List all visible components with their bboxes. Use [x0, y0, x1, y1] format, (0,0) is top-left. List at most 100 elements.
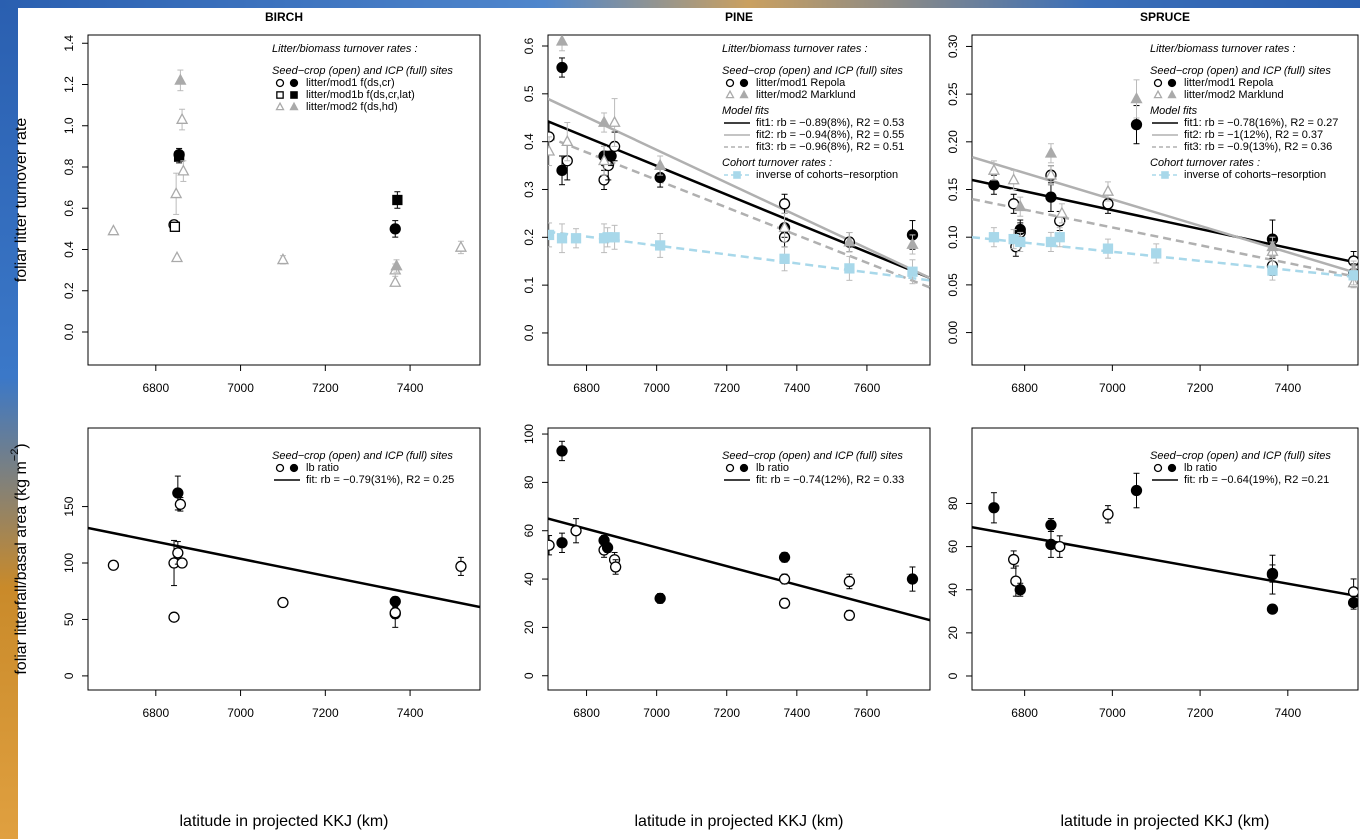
marker: [276, 252, 290, 265]
marker: [289, 463, 299, 473]
y-tick-label: 0.15: [946, 178, 960, 202]
marker: [1101, 184, 1115, 196]
marker: [173, 151, 185, 162]
legend: Litter/biomass turnover rates : Seed−crop…: [272, 43, 453, 113]
marker: [168, 611, 180, 623]
y-tick-label: 0.4: [522, 133, 536, 150]
marker: [739, 463, 749, 473]
marker: [609, 232, 620, 243]
marker: [1130, 484, 1143, 497]
marker: [605, 150, 617, 162]
panel: 6800 7000 7200 7400 7600 0 20 40 60 80 100 latitude…: [522, 424, 931, 830]
x-tick-label: 7400: [1274, 381, 1301, 395]
panel-title: PINE: [725, 10, 753, 24]
marker: [739, 89, 749, 99]
x-tick-label: 6800: [1011, 381, 1038, 395]
plot-area: [972, 79, 1358, 289]
x-tick-label: 7200: [312, 381, 339, 395]
fit-line: [548, 97, 930, 280]
marker: [1007, 173, 1020, 185]
marker: [1347, 586, 1358, 598]
fit-line: [972, 155, 1358, 275]
marker-layer: [548, 440, 919, 621]
legend: Seed−crop (open) and ICP (full) siteslb …: [1150, 450, 1331, 486]
marker: [174, 73, 187, 85]
panel: PINE 6800 7000 7200 7400 7600 0.0 0.1 0.2 0.3 0.4 0…: [522, 10, 931, 395]
marker: [556, 61, 568, 74]
marker: [1102, 243, 1114, 254]
x-tick-label: 6800: [573, 706, 600, 720]
legend-group-title: Seed−crop (open) and ICP (full) sites: [722, 65, 903, 77]
panel: 6800 7000 7200 7400 0 50 100 150 latitude in pro…: [9, 427, 481, 830]
marker: [597, 153, 611, 166]
y-tick-label: 1.2: [62, 76, 76, 93]
x-axis-label: latitude in projected KKJ (km): [635, 813, 844, 830]
y-tick-label: 0.3: [522, 181, 536, 198]
legend-label: litter/mod2 Marklund: [756, 89, 856, 101]
marker: [725, 463, 735, 473]
marker: [174, 498, 187, 510]
fit-line: [88, 526, 480, 609]
marker: [843, 609, 856, 621]
plot-frame: [87, 427, 481, 691]
fit-line: [972, 197, 1358, 279]
legend-label: litter/mod1 Repola: [756, 77, 846, 89]
y-axis-label-text: foliar litterfall/basal area (kg m: [13, 461, 30, 674]
marker: [906, 237, 919, 249]
x-tick-label: 6800: [1011, 706, 1038, 720]
y-tick-label: 0.0: [62, 323, 76, 340]
x-tick-label: 7600: [854, 706, 881, 720]
marker: [1151, 248, 1162, 259]
marker: [608, 115, 621, 127]
plot-frame: [971, 34, 1359, 366]
y-tick-label: 50: [62, 612, 76, 626]
marker-layer: [988, 472, 1358, 615]
y-tick-label: 60: [522, 524, 536, 538]
marker: [843, 575, 856, 588]
marker: [454, 240, 468, 252]
marker: [906, 573, 919, 585]
marker: [988, 232, 1000, 243]
marker: [276, 91, 284, 99]
marker: [1161, 171, 1169, 179]
marker: [289, 101, 299, 111]
y-tick-label: 0.05: [946, 273, 960, 297]
y-tick-label: 0.6: [62, 200, 76, 217]
marker: [1153, 463, 1163, 473]
line-layer: [972, 525, 1358, 598]
marker: [1153, 89, 1163, 99]
legend-label: litter/mod1b f(ds,cr,lat): [306, 89, 415, 101]
marker: [1266, 239, 1279, 252]
legend-item: lb ratio: [725, 462, 789, 474]
marker: [1045, 519, 1057, 531]
marker: [389, 607, 401, 619]
marker: [275, 101, 285, 111]
marker: [1153, 78, 1163, 88]
y-tick-label: 0.20: [946, 130, 960, 154]
legend-label: litter/mod1 f(ds,cr): [306, 77, 395, 89]
y-tick-label: 100: [522, 424, 536, 444]
marker: [556, 445, 568, 457]
legend-group-title: Cohort turnover rates :: [1150, 157, 1260, 169]
legend-label: fit2: rb = −0.94(8%), R2 = 0.55: [756, 129, 904, 141]
panel: 6800 7000 7200 7400 0 20 40 60 80 latitude in pro…: [946, 427, 1359, 830]
marker: [290, 91, 298, 99]
y-tick-label: 0.1: [522, 276, 536, 293]
legend-group-title: Seed−crop (open) and ICP (full) sites: [722, 450, 903, 462]
y-tick-label: 0: [522, 672, 536, 679]
y-tick-label: 0.6: [522, 37, 536, 54]
marker: [725, 78, 735, 88]
marker: [1130, 119, 1143, 131]
y-tick-label: 1.4: [62, 35, 76, 52]
marker: [1014, 584, 1026, 596]
marker: [988, 502, 1000, 514]
marker: [175, 112, 189, 124]
y-axis-label-suffix: ): [13, 443, 30, 448]
legend-item: litter/mod1 f(ds,cr): [275, 77, 395, 89]
marker: [1045, 236, 1057, 248]
y-tick-label: 0.8: [62, 158, 76, 175]
y-tick-label: 1.0: [62, 117, 76, 134]
fit-line: [972, 525, 1358, 598]
marker-layer: [107, 475, 467, 628]
legend-title: Litter/biomass turnover rates :: [722, 43, 868, 55]
